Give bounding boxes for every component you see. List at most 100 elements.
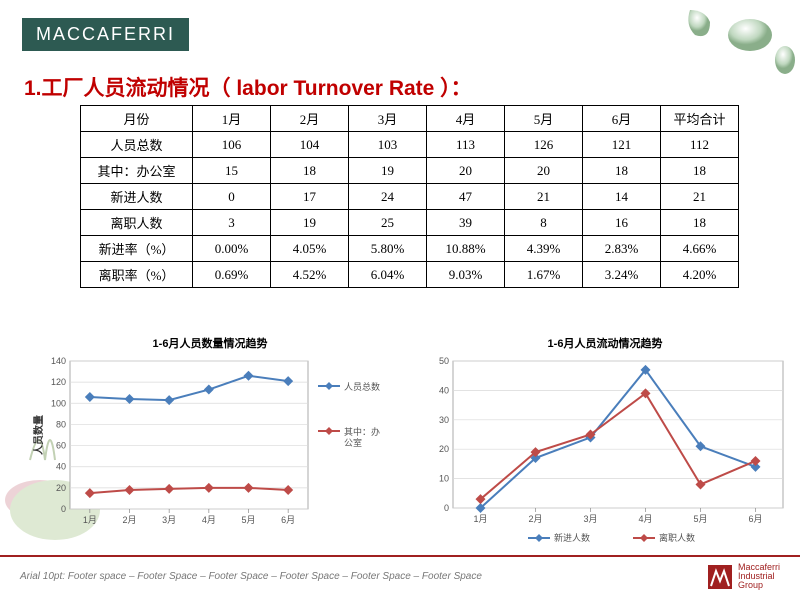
footer: Arial 10pt: Footer space – Footer Space … [0,555,800,590]
svg-text:20: 20 [56,483,66,493]
table-cell: 18 [271,158,349,184]
table-cell: 0 [193,184,271,210]
svg-text:10: 10 [439,474,449,484]
table-header-cell: 1月 [193,106,271,132]
svg-text:120: 120 [51,377,66,387]
table-cell: 4.52% [271,262,349,288]
chart1-title: 1-6月人员数量情况趋势 [20,335,400,351]
table-cell: 3.24% [583,262,661,288]
svg-text:离职人数: 离职人数 [659,532,695,543]
table-cell: 离职率（%） [81,262,193,288]
table-cell: 4.39% [505,236,583,262]
svg-text:50: 50 [439,356,449,366]
table-cell: 4.05% [271,236,349,262]
svg-text:0: 0 [444,503,449,513]
table-cell: 4.20% [661,262,739,288]
svg-text:100: 100 [51,398,66,408]
svg-text:2月: 2月 [122,515,136,525]
svg-text:1月: 1月 [83,515,97,525]
table-cell: 47 [427,184,505,210]
table-header-cell: 平均合计 [661,106,739,132]
table-cell: 9.03% [427,262,505,288]
table-cell: 0.00% [193,236,271,262]
table-cell: 19 [271,210,349,236]
table-cell: 103 [349,132,427,158]
svg-text:20: 20 [439,444,449,454]
group-logo-icon [708,565,732,589]
table-cell: 21 [505,184,583,210]
footer-text: Arial 10pt: Footer space – Footer Space … [20,571,482,582]
table-cell: 112 [661,132,739,158]
slide-title: 1.工厂人员流动情况（ labor Turnover Rate ）： [24,72,472,102]
svg-text:40: 40 [56,462,66,472]
svg-text:3月: 3月 [162,515,176,525]
table-cell: 10.88% [427,236,505,262]
table-header-cell: 4月 [427,106,505,132]
table-cell: 16 [583,210,661,236]
table-cell: 其中：办公室 [81,158,193,184]
table-cell: 3 [193,210,271,236]
chart-headcount: 1-6月人员数量情况趋势 0 20 40 60 80 100 120 140 1月 2月 3月 4月 5… [20,335,400,536]
table-cell: 113 [427,132,505,158]
svg-text:5月: 5月 [693,514,707,524]
table-cell: 新进率（%） [81,236,193,262]
table-cell: 18 [661,158,739,184]
table-cell: 1.67% [505,262,583,288]
svg-text:6月: 6月 [281,515,295,525]
svg-text:80: 80 [56,419,66,429]
table-cell: 21 [661,184,739,210]
svg-text:人员总数: 人员总数 [344,381,380,392]
table-cell: 18 [661,210,739,236]
svg-text:0: 0 [61,504,66,514]
table-cell: 25 [349,210,427,236]
table-cell: 24 [349,184,427,210]
table-cell: 19 [349,158,427,184]
svg-text:4月: 4月 [202,515,216,525]
water-drops-decoration [580,0,800,80]
table-cell: 5.80% [349,236,427,262]
table-cell: 121 [583,132,661,158]
table-cell: 20 [505,158,583,184]
chart-flow: 1-6月人员流动情况趋势 0 10 20 30 40 50 1月 2月 3月 4月 5月 6月新进人数… [415,335,795,551]
table-header-cell: 6月 [583,106,661,132]
table-cell: 126 [505,132,583,158]
svg-text:2月: 2月 [528,514,542,524]
svg-text:4月: 4月 [638,514,652,524]
group-logo: MaccaferriIndustrialGroup [708,563,780,590]
table-cell: 18 [583,158,661,184]
svg-text:30: 30 [439,415,449,425]
svg-text:其中：办: 其中：办 [344,426,380,437]
table-cell: 2.83% [583,236,661,262]
table-cell: 4.66% [661,236,739,262]
svg-text:3月: 3月 [583,514,597,524]
table-cell: 14 [583,184,661,210]
table-cell: 0.69% [193,262,271,288]
svg-text:1月: 1月 [473,514,487,524]
table-header-cell: 5月 [505,106,583,132]
svg-text:新进人数: 新进人数 [554,532,590,543]
turnover-table: 月份1月2月3月4月5月6月平均合计人员总数106104103113126121… [80,105,739,288]
svg-text:60: 60 [56,441,66,451]
svg-text:140: 140 [51,356,66,366]
chart2-title: 1-6月人员流动情况趋势 [415,335,795,351]
table-cell: 104 [271,132,349,158]
svg-text:40: 40 [439,385,449,395]
table-header-cell: 2月 [271,106,349,132]
table-header-cell: 3月 [349,106,427,132]
table-cell: 人员总数 [81,132,193,158]
svg-text:5月: 5月 [241,515,255,525]
table-header-cell: 月份 [81,106,193,132]
table-cell: 39 [427,210,505,236]
table-cell: 20 [427,158,505,184]
table-cell: 离职人数 [81,210,193,236]
svg-text:公室: 公室 [344,437,362,448]
svg-text:人员数量: 人员数量 [32,415,45,455]
table-cell: 8 [505,210,583,236]
table-cell: 15 [193,158,271,184]
svg-text:6月: 6月 [748,514,762,524]
table-cell: 106 [193,132,271,158]
brand-logo: MACCAFERRI [22,18,189,51]
table-cell: 17 [271,184,349,210]
table-cell: 6.04% [349,262,427,288]
table-cell: 新进人数 [81,184,193,210]
